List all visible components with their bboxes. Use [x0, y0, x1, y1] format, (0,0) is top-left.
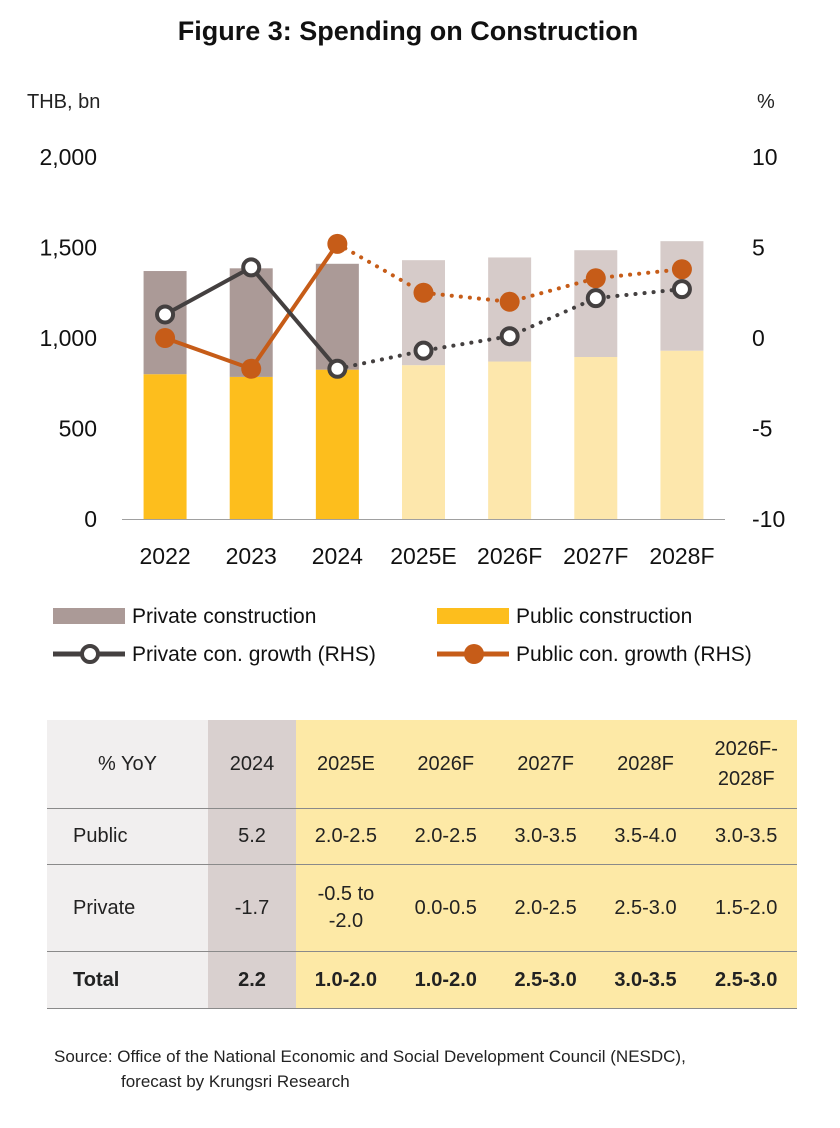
legend-label: Public construction: [516, 605, 692, 628]
table-cell: 2.0-2.5: [296, 808, 396, 865]
bar-public-2024: [315, 369, 359, 519]
table-header-cell: 2025E: [296, 720, 396, 809]
public-growth-point-2024: [327, 233, 348, 254]
y-right-axis-label: %: [757, 91, 775, 113]
x-tick-label: 2026F: [477, 543, 542, 569]
public-growth-point-2023: [241, 358, 262, 379]
legend-swatch-1: [437, 608, 509, 624]
table-row-total: Total 2.2 1.0-2.0 1.0-2.0 2.5-3.0 3.0-3.…: [47, 951, 797, 1009]
chart-title: Figure 3: Spending on Construction: [178, 16, 638, 46]
y-left-tick-label: 0: [84, 506, 97, 532]
legend-label: Public con. growth (RHS): [516, 643, 752, 666]
public-growth-point-2027F: [585, 268, 606, 289]
table-cell: 2.5-3.0: [595, 864, 696, 952]
private-growth-point-2024: [327, 358, 348, 379]
table-cell: 1.0-2.0: [395, 951, 496, 1009]
table-cell: 2.5-3.0: [695, 951, 797, 1009]
private-growth-point-2022: [155, 304, 176, 325]
public-growth-point-2028F: [671, 259, 692, 280]
private-growth-point-2026F: [499, 326, 520, 347]
table-cell: 3.0-3.5: [595, 951, 696, 1009]
table-cell: 1.5-2.0: [695, 864, 797, 952]
y-right-tick-label: 0: [752, 325, 765, 351]
x-tick-label: 2025E: [390, 543, 457, 569]
table-header-row: % YoY 2024 2025E 2026F 2027F 2028F 2026F…: [47, 720, 797, 809]
legend-marker-2: [80, 644, 100, 664]
table-cell: 2.0-2.5: [395, 808, 496, 865]
x-tick-label: 2028F: [649, 543, 714, 569]
y-right-tick-label: -5: [752, 416, 772, 442]
table-cell: 3.0-3.5: [495, 808, 596, 865]
table-header-cell: 2026F: [395, 720, 496, 809]
bar-public-2023: [229, 376, 273, 519]
private-growth-point-2028F: [671, 279, 692, 300]
source-line-1: Source: Office of the National Economic …: [54, 1047, 686, 1066]
construction-chart: Figure 3: Spending on Construction THB, …: [27, 16, 785, 666]
bar-public-2028F: [660, 350, 704, 519]
table-cell: 2.5-3.0: [495, 951, 596, 1009]
public-growth-point-2025E: [413, 282, 434, 303]
table-cell: 1.0-2.0: [296, 951, 396, 1009]
legend-swatch-0: [53, 608, 125, 624]
bar-public-2027F: [574, 357, 618, 519]
bar-public-2025E: [402, 365, 445, 519]
row-label: Private: [47, 864, 208, 952]
x-tick-label: 2027F: [563, 543, 628, 569]
table-row-public: Public 5.2 2.0-2.5 2.0-2.5 3.0-3.5 3.5-4…: [47, 808, 797, 865]
legend-label: Private con. growth (RHS): [132, 643, 376, 666]
forecast-table: % YoY 2024 2025E 2026F 2027F 2028F 2026F…: [47, 720, 797, 1009]
source-line-2: forecast by Krungsri Research: [121, 1072, 350, 1091]
table-cell: 0.0-0.5: [395, 864, 496, 952]
public-growth-point-2022: [155, 328, 176, 348]
table-cell: -0.5 to -2.0: [296, 864, 396, 952]
x-tick-label: 2024: [312, 543, 363, 569]
private-growth-point-2025E: [413, 340, 434, 361]
legend-marker-3: [464, 644, 484, 664]
y-left-tick-label: 1,500: [39, 235, 97, 261]
table-header-cell: 2028F: [595, 720, 696, 809]
table-header-cell: 2024: [208, 720, 296, 809]
source-note: Source: Office of the National Economic …: [54, 1044, 686, 1094]
x-tick-label: 2023: [226, 543, 277, 569]
table-header-cell: 2026F- 2028F: [695, 720, 797, 809]
y-right-tick-label: -10: [752, 506, 785, 532]
table-cell: 3.5-4.0: [595, 808, 696, 865]
table-header-cell: 2027F: [495, 720, 596, 809]
legend: Private construction Public construction P…: [53, 605, 752, 666]
y-right-tick-label: 10: [752, 144, 778, 170]
x-tick-label: 2022: [139, 543, 190, 569]
table-cell: -1.7: [208, 864, 296, 952]
table-cell: 2.2: [208, 951, 296, 1009]
y-left-tick-label: 500: [59, 416, 97, 442]
private-growth-point-2027F: [585, 288, 606, 309]
bar-public-2026F: [488, 361, 532, 519]
private-growth-point-2023: [241, 257, 262, 278]
lines-group: [155, 233, 692, 379]
y-left-tick-label: 2,000: [39, 144, 97, 170]
legend-label: Private construction: [132, 605, 316, 628]
axes-group: 2,000 1,500 1,000 500 0 10 5 0 -5 -10 2022 2023 2024…: [39, 144, 785, 569]
row-label: Public: [47, 808, 208, 865]
bar-public-2022: [143, 374, 187, 519]
table-cell: 3.0-3.5: [695, 808, 797, 865]
y-left-tick-label: 1,000: [39, 325, 97, 351]
public-growth-point-2026F: [499, 291, 520, 312]
private-growth-line-forecast: [335, 287, 684, 371]
y-right-tick-label: 5: [752, 235, 765, 261]
table-row-private: Private -1.7 -0.5 to -2.0 0.0-0.5 2.0-2.…: [47, 864, 797, 952]
table-cell: 2.0-2.5: [495, 864, 596, 952]
table-cell: 5.2: [208, 808, 296, 865]
table-header-cell: % YoY: [47, 720, 208, 809]
y-left-axis-label: THB, bn: [27, 91, 100, 113]
row-label: Total: [47, 951, 208, 1009]
